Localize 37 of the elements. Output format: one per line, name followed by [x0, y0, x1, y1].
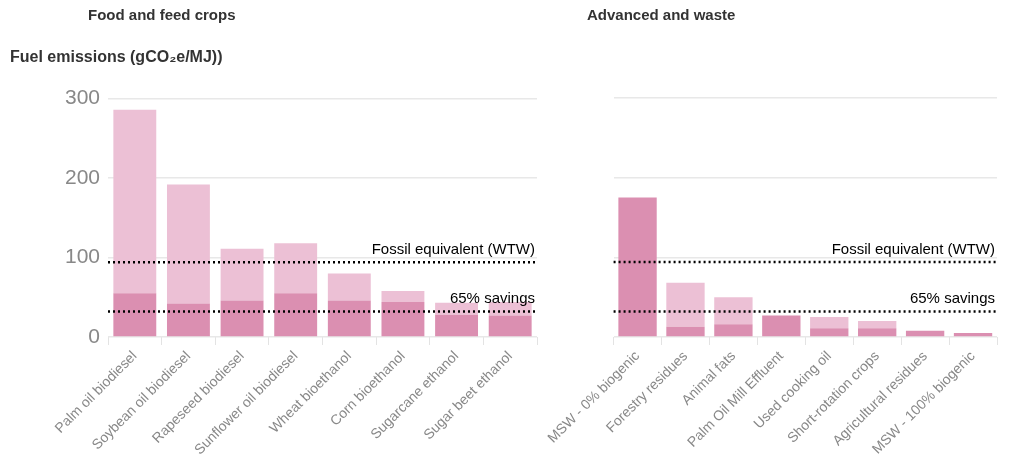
bar: [762, 315, 801, 337]
bar: [810, 328, 849, 337]
bar: [166, 184, 210, 304]
bar: [220, 248, 264, 301]
bar: [488, 315, 532, 337]
bar: [714, 324, 753, 337]
chart-title: Advanced and waste: [587, 6, 736, 23]
bar: [666, 282, 705, 327]
bar: [381, 302, 425, 337]
ref-line-label: Fossil equivalent (WTW): [371, 239, 535, 257]
bar: [858, 321, 897, 329]
y-axis-title: Fuel emissions (gCO₂e/MJ)): [10, 48, 223, 66]
bar: [113, 293, 157, 337]
y-tick-label: 100: [64, 244, 100, 268]
bar: [274, 293, 318, 337]
y-tick-label: 200: [64, 164, 100, 188]
bar: [327, 273, 371, 301]
bar: [381, 290, 425, 303]
ref-line-label: 65% savings: [449, 289, 535, 307]
bar: [618, 197, 657, 337]
y-tick-label: 300: [64, 85, 100, 109]
chart-title: Food and feed crops: [88, 6, 236, 23]
bar: [858, 328, 897, 337]
bar: [327, 300, 371, 337]
bar: [435, 302, 479, 315]
bar: [666, 326, 705, 337]
ref-line-label: 65% savings: [909, 289, 995, 307]
bar: [435, 314, 479, 337]
ref-line-label: Fossil equivalent (WTW): [831, 239, 995, 257]
bar: [220, 300, 264, 337]
bar: [113, 109, 157, 294]
bar: [810, 317, 849, 329]
y-tick-label: 0: [88, 323, 100, 347]
bar: [714, 297, 753, 325]
bar: [953, 333, 993, 337]
bar: [166, 303, 210, 337]
bar: [274, 243, 318, 294]
